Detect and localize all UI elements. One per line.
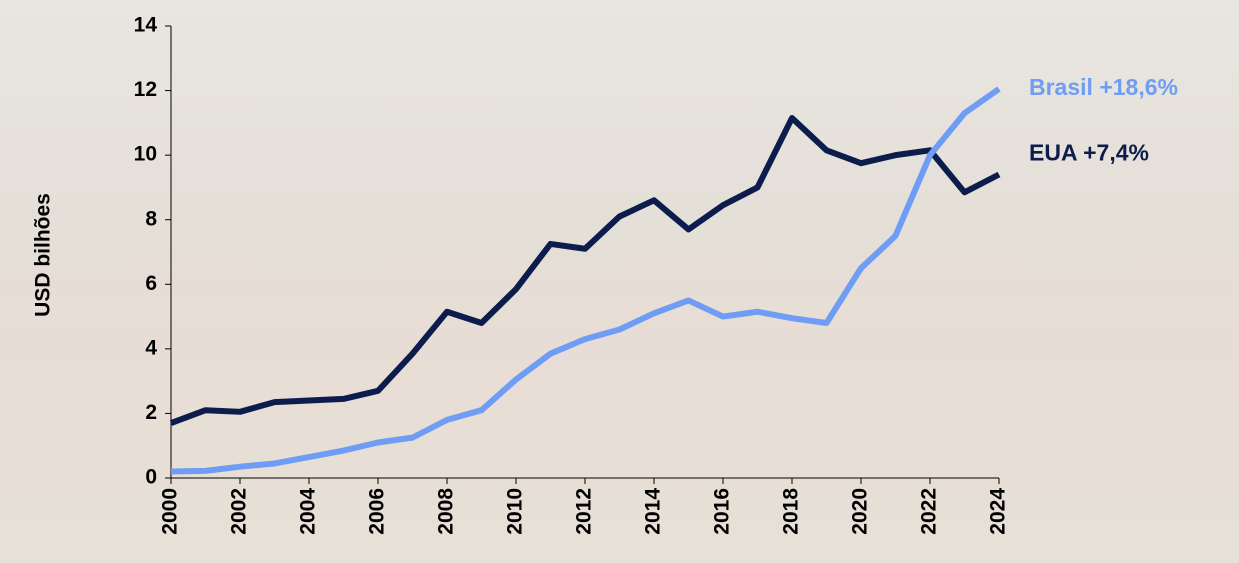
chart: USD bilhões 0 2 4 6 8 10 12 14 2000 2002 2004 2006 2…	[0, 0, 1239, 563]
x-tick-label: 2012	[573, 488, 596, 535]
x-tick-label: 2002	[228, 488, 251, 535]
x-tick-label: 2004	[297, 488, 320, 535]
series-line	[171, 118, 999, 423]
series-label: EUA +7,4%	[1029, 140, 1149, 166]
y-tick-label: 4	[145, 336, 157, 359]
x-tick-label: 2018	[780, 488, 803, 535]
x-tick-label: 2000	[159, 488, 182, 535]
x-tick-label: 2014	[642, 488, 665, 535]
y-tick-label: 0	[145, 466, 157, 489]
y-tick-label: 10	[134, 143, 157, 166]
y-tick-label: 12	[134, 78, 157, 101]
y-tick-label: 14	[134, 14, 158, 37]
series-line	[171, 89, 999, 472]
x-tick-label: 2006	[366, 488, 389, 535]
x-tick-label: 2024	[987, 488, 1010, 535]
x-tick-label: 2016	[711, 488, 734, 535]
x-tick-label: 2010	[504, 488, 527, 535]
x-tick-label: 2020	[849, 488, 872, 535]
x-tick-label: 2022	[918, 488, 941, 535]
x-tick-label: 2008	[435, 488, 458, 535]
y-tick-label: 8	[145, 207, 157, 230]
y-axis-label: USD bilhões	[32, 193, 55, 317]
series-label: Brasil +18,6%	[1029, 74, 1178, 100]
y-tick-label: 6	[145, 272, 157, 295]
y-tick-label: 2	[145, 401, 157, 424]
